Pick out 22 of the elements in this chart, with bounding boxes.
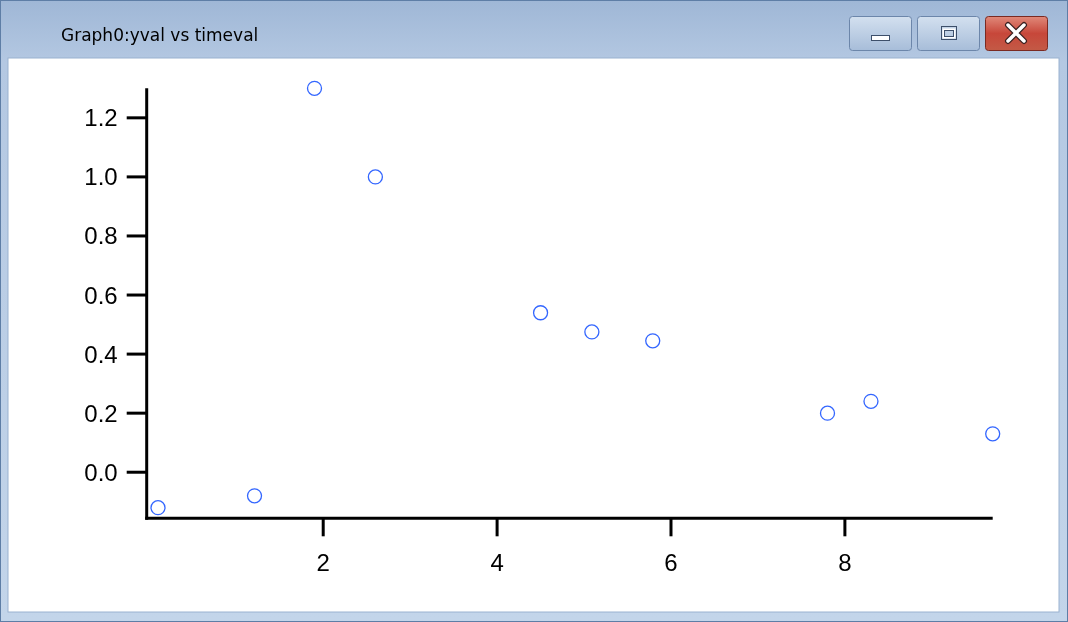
y-tick-label: 0.2 [84,399,118,427]
x-tick-label: 8 [838,548,852,576]
x-tick-label: 6 [664,548,678,576]
y-tick-label: 0.8 [84,222,118,250]
point [645,333,661,349]
y-tick-label: 0.6 [84,281,118,309]
point [863,393,879,409]
point [819,405,836,421]
x-tick-label: 4 [490,548,504,576]
point [532,305,549,321]
y-tick-label: 0.0 [84,458,118,486]
point [150,500,166,516]
point [246,488,263,504]
chart-title: Graph0:yval vs timeval [61,25,259,45]
point [367,169,384,185]
point [306,80,323,96]
x-tick-label: 2 [316,548,330,576]
y-tick-label: 1.2 [84,104,118,132]
y-tick-label: 0.4 [84,340,118,368]
point [985,426,1001,442]
y-tick-label: 1.0 [84,163,118,191]
point [584,324,600,340]
